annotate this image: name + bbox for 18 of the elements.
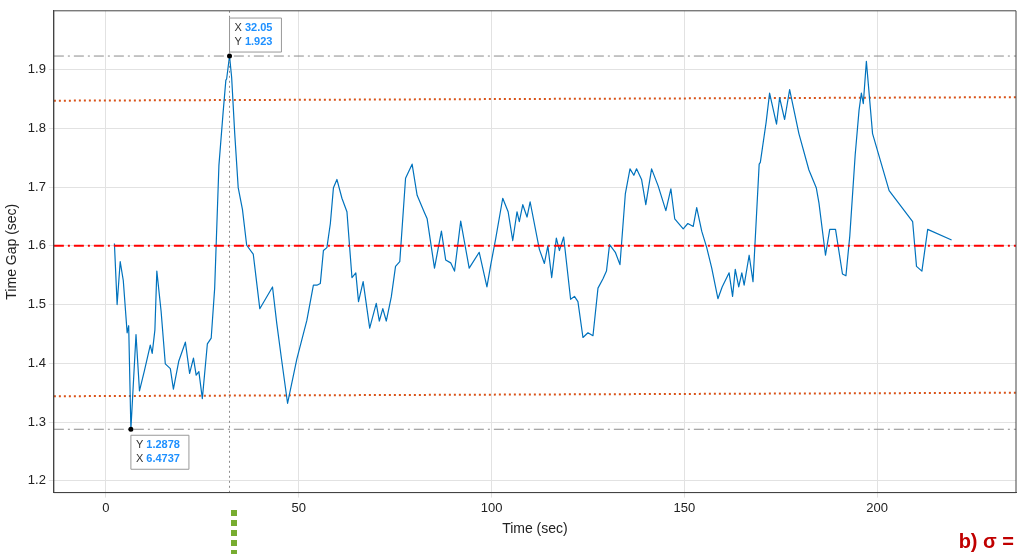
x-tick-label: 150 <box>673 499 696 515</box>
y-tick-label: 1.5 <box>27 296 46 312</box>
y-tick-label: 1.4 <box>27 354 46 370</box>
x-tick-label: 0 <box>102 499 110 515</box>
y-tick-label: 1.8 <box>27 119 46 135</box>
x-tick-label: 100 <box>480 499 503 515</box>
annotation: X 32.05 Y 1.923 <box>234 21 273 48</box>
y-axis-title: Time Gap (sec) <box>3 203 20 300</box>
y-tick-label: 1.2 <box>27 472 46 488</box>
y-tick-label: 1.3 <box>27 413 46 429</box>
y-tick-label: 1.7 <box>27 178 46 194</box>
y-tick-label: 1.6 <box>27 237 46 253</box>
x-tick-label: 50 <box>291 499 306 515</box>
annotation: Y 1.2878 X 6.4737 <box>135 438 180 465</box>
y-tick-label: 1.9 <box>27 61 46 77</box>
x-tick-label: 200 <box>866 499 889 515</box>
x-axis-title: Time (sec) <box>502 520 568 537</box>
text: b) σ = <box>958 529 1014 552</box>
